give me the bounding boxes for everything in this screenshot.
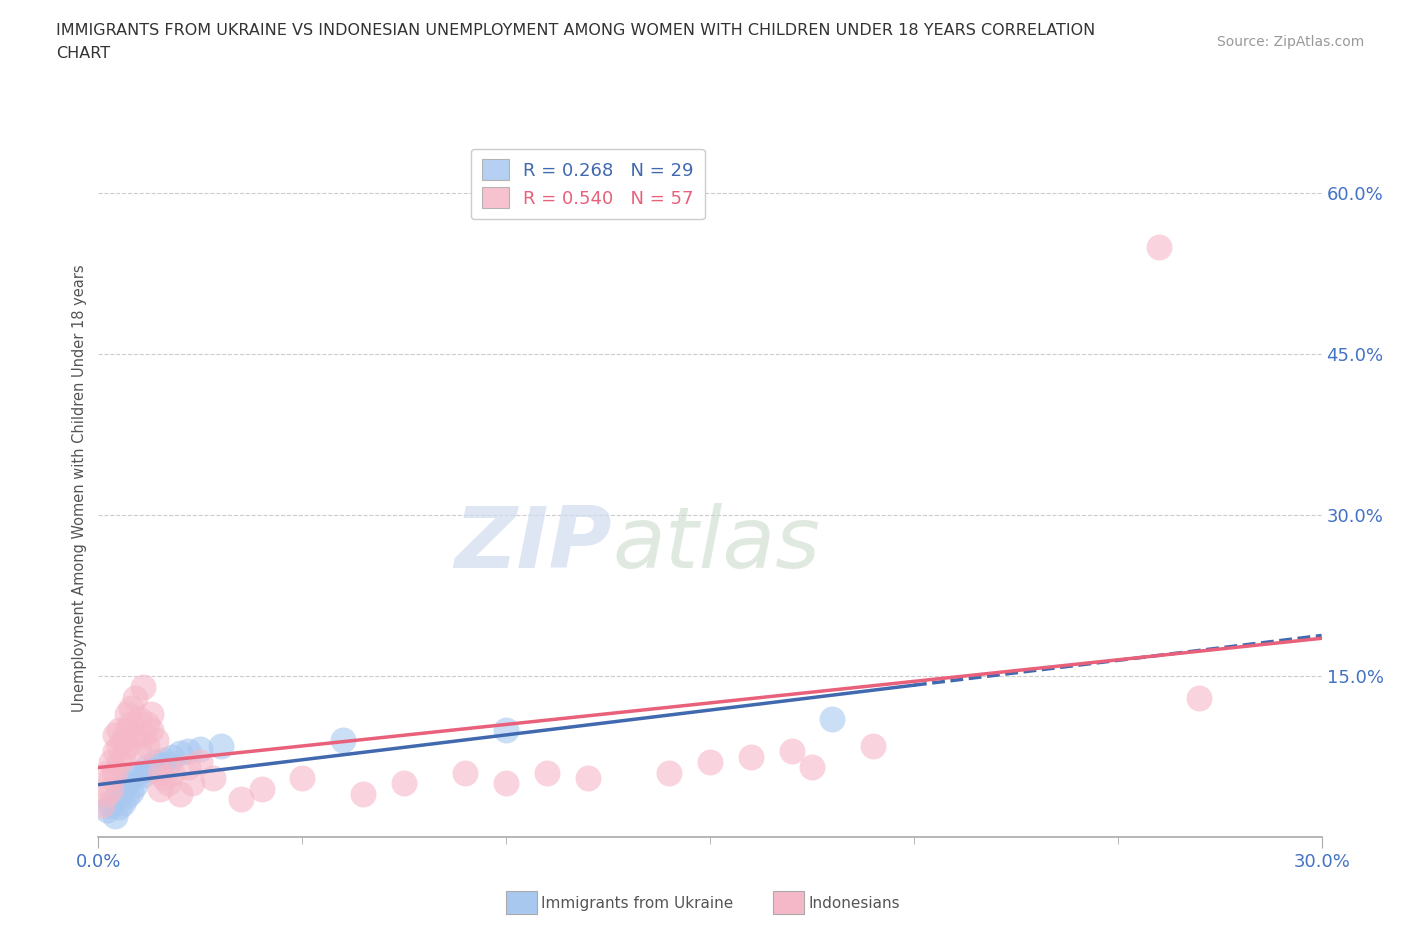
Point [104, 744, 127, 759]
Text: Source: ZipAtlas.com: Source: ZipAtlas.com [1216, 35, 1364, 49]
Point [862, 738, 884, 753]
Point [188, 741, 212, 756]
Point [128, 744, 150, 759]
Point [115, 723, 138, 737]
Point [108, 787, 131, 802]
Point [124, 778, 146, 793]
Point [145, 754, 167, 769]
Point [740, 749, 762, 764]
Text: Immigrants from Ukraine: Immigrants from Ukraine [541, 896, 734, 910]
Point [96, 803, 118, 817]
Point [141, 763, 163, 777]
Point [495, 776, 517, 790]
Point [120, 701, 142, 716]
Point [1188, 690, 1211, 705]
Point [160, 765, 183, 780]
Point [132, 767, 155, 782]
Point [454, 765, 477, 780]
Point [576, 771, 599, 786]
Point [291, 771, 314, 786]
Point [96, 787, 118, 802]
Point [111, 733, 134, 748]
Point [177, 744, 200, 759]
Point [128, 765, 150, 780]
Text: CHART: CHART [56, 46, 110, 61]
Text: ZIP: ZIP [454, 502, 612, 586]
Text: atlas: atlas [612, 502, 820, 586]
Point [108, 738, 131, 753]
Point [132, 679, 155, 694]
Point [177, 760, 200, 775]
Point [152, 771, 174, 786]
Point [104, 727, 127, 742]
Point [169, 746, 191, 761]
Point [115, 789, 138, 804]
Point [132, 727, 155, 742]
Point [96, 765, 118, 780]
Point [108, 754, 131, 769]
Point [699, 754, 721, 769]
Point [104, 792, 127, 807]
Point [100, 797, 122, 812]
Point [91, 797, 114, 812]
Point [231, 792, 253, 807]
Point [188, 754, 212, 769]
Point [209, 738, 232, 753]
Point [104, 765, 127, 780]
Point [201, 771, 224, 786]
Point [120, 717, 142, 732]
Text: IMMIGRANTS FROM UKRAINE VS INDONESIAN UNEMPLOYMENT AMONG WOMEN WITH CHILDREN UND: IMMIGRANTS FROM UKRAINE VS INDONESIAN UN… [56, 23, 1095, 38]
Point [120, 771, 142, 786]
Point [152, 752, 174, 767]
Point [149, 765, 172, 780]
Point [111, 749, 134, 764]
Point [141, 723, 163, 737]
Point [352, 787, 374, 802]
Point [115, 706, 138, 721]
Point [100, 771, 122, 786]
Point [536, 765, 558, 780]
Point [124, 727, 146, 742]
Point [332, 733, 354, 748]
Y-axis label: Unemployment Among Women with Children Under 18 years: Unemployment Among Women with Children U… [72, 264, 87, 712]
Point [149, 781, 172, 796]
Point [156, 757, 179, 772]
Point [392, 776, 416, 790]
Point [108, 800, 131, 815]
Text: Indonesians: Indonesians [808, 896, 900, 910]
Point [100, 754, 122, 769]
Point [495, 723, 517, 737]
Point [1147, 239, 1170, 254]
Point [115, 776, 138, 790]
Point [115, 738, 138, 753]
Point [108, 723, 131, 737]
Point [136, 760, 159, 775]
Point [111, 781, 134, 796]
Point [128, 711, 150, 726]
Point [100, 781, 122, 796]
Point [160, 749, 183, 764]
Point [780, 744, 803, 759]
Point [149, 757, 172, 772]
Point [658, 765, 681, 780]
Point [120, 785, 142, 800]
Point [141, 706, 163, 721]
Point [136, 717, 159, 732]
Point [111, 795, 134, 810]
Point [169, 787, 191, 802]
Point [156, 776, 179, 790]
Point [145, 733, 167, 748]
Point [104, 808, 127, 823]
Point [821, 711, 844, 726]
Point [181, 776, 204, 790]
Point [136, 738, 159, 753]
Point [250, 781, 273, 796]
Legend: R = 0.268   N = 29, R = 0.540   N = 57: R = 0.268 N = 29, R = 0.540 N = 57 [471, 149, 704, 219]
Point [124, 690, 146, 705]
Point [801, 760, 824, 775]
